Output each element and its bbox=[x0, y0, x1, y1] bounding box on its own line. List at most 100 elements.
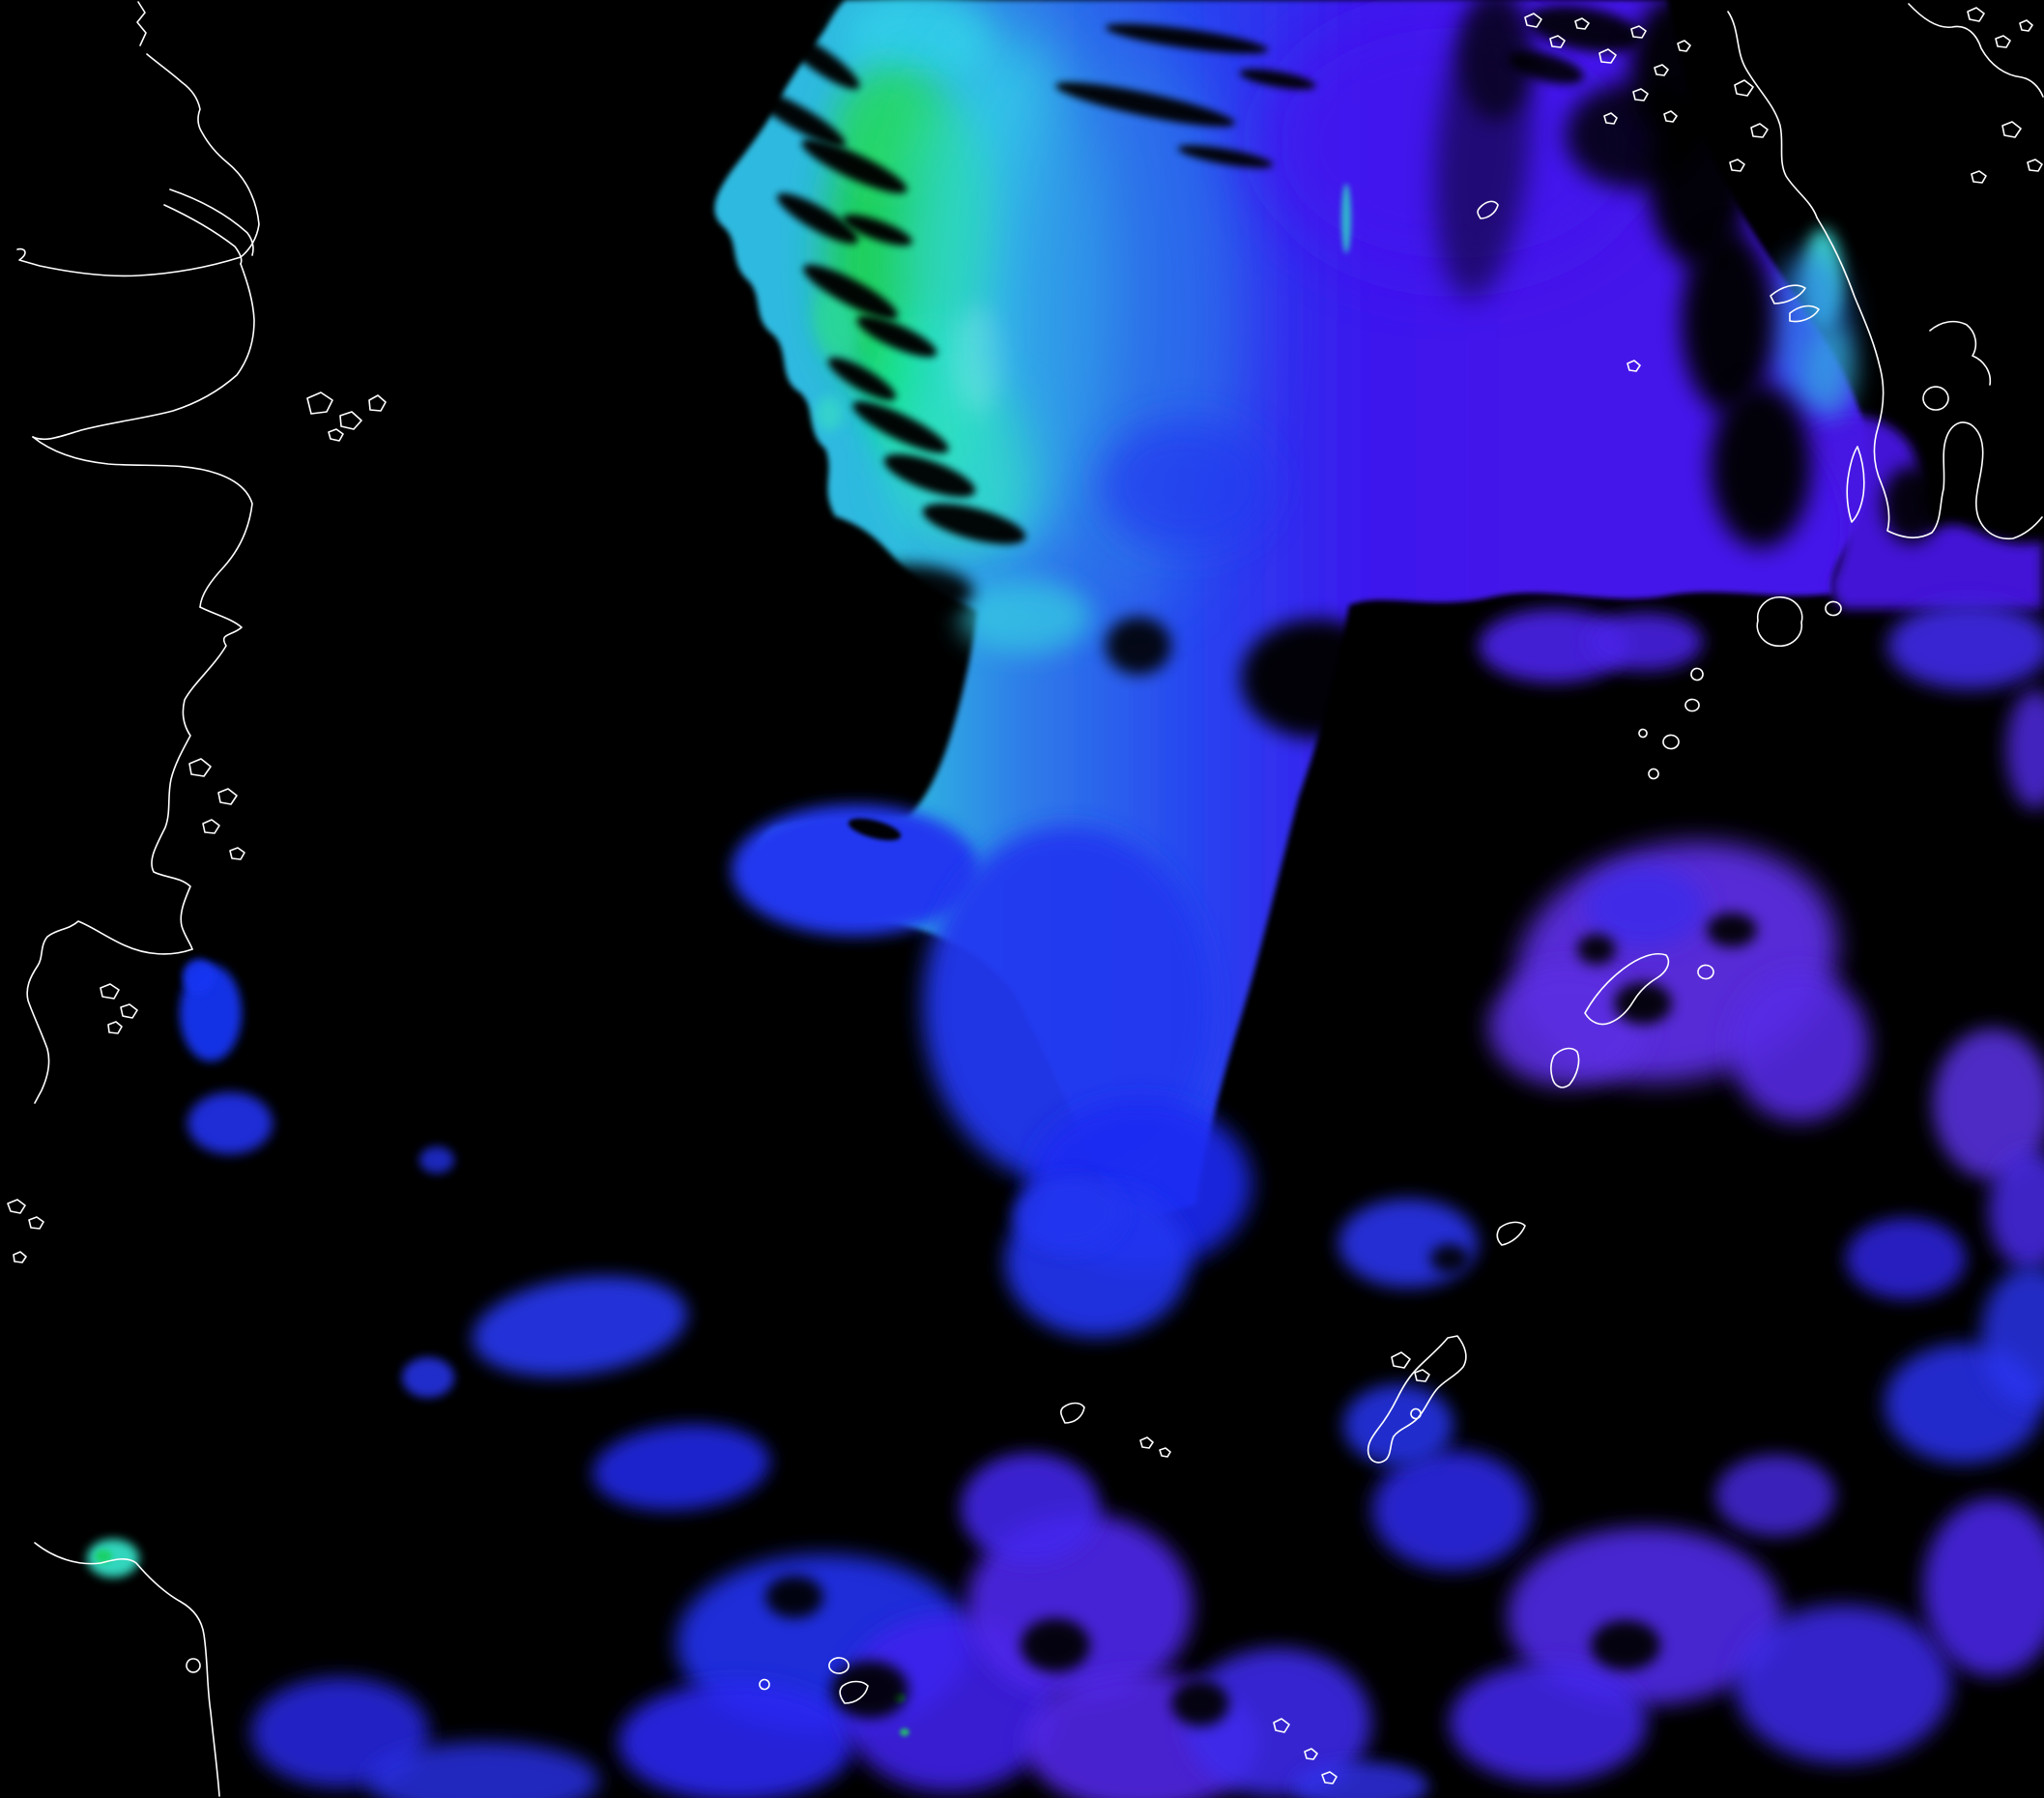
mask-coast-band-4 bbox=[1711, 384, 1811, 548]
deep-blue-notch bbox=[1102, 420, 1272, 551]
chongming-channel-a-coastline bbox=[169, 188, 254, 256]
mask-streak-1 bbox=[1105, 23, 1269, 54]
column-lobe-blue bbox=[732, 804, 979, 936]
mask-finger-2 bbox=[751, 89, 846, 147]
hirado-islets-coastline bbox=[1729, 79, 1769, 172]
amami-blue-insert bbox=[1585, 866, 1705, 947]
mask-finger-5 bbox=[843, 214, 912, 246]
cloud-mask-layer bbox=[751, 0, 2028, 1726]
mask-finger-10 bbox=[883, 453, 976, 498]
yangtze-estuary-north-coastline bbox=[16, 247, 242, 277]
mask-speckle-2 bbox=[1459, 0, 1533, 120]
okinawa-west-blue bbox=[1343, 1384, 1454, 1465]
pale-swirl bbox=[951, 306, 1005, 413]
column-tail-2 bbox=[1013, 1175, 1125, 1253]
korea-strait-islets-coastline bbox=[1524, 13, 1691, 125]
yakushima-coastline bbox=[1756, 595, 1803, 648]
mask-finger-7 bbox=[856, 315, 937, 358]
mask-purple-hole-3 bbox=[1577, 934, 1616, 965]
belt-blob-9 bbox=[1293, 1761, 1428, 1798]
bloom-islet-patch bbox=[816, 396, 843, 431]
coastline-layer bbox=[7, 1, 2044, 1797]
e-blue-patch-3 bbox=[1846, 1218, 1966, 1299]
okinawa-south-blue bbox=[1372, 1450, 1531, 1570]
se-violet-blob bbox=[1508, 1527, 1782, 1705]
taiwan-green-speck bbox=[95, 1550, 112, 1563]
miyako-islets-coastline bbox=[759, 1657, 869, 1704]
okinawa-north-blue bbox=[1339, 1199, 1478, 1288]
se-blob-3 bbox=[1735, 1605, 1951, 1763]
fujian-islets-coastline bbox=[100, 983, 138, 1034]
amami-purple-east bbox=[1730, 971, 1869, 1121]
wenzhou-coast-coastline bbox=[26, 920, 193, 1104]
small-blue-patch bbox=[402, 1357, 454, 1398]
mask-skyushu-2 bbox=[1958, 460, 2028, 510]
west-blue-spot-2 bbox=[183, 959, 216, 994]
mask-finger-11 bbox=[922, 503, 1026, 545]
okinawa-island-coastline bbox=[1367, 1335, 1467, 1464]
koshikijima-islands-coastline bbox=[1770, 284, 1820, 323]
hangzhou-bay-north-coastline bbox=[32, 263, 255, 441]
mask-finger-9 bbox=[852, 401, 949, 453]
mask-streak-3 bbox=[1177, 145, 1274, 168]
mask-belt-hole-6 bbox=[1430, 1244, 1469, 1273]
mask-belt-hole-1 bbox=[831, 1661, 908, 1719]
right-purple-2 bbox=[1989, 1150, 2044, 1270]
taiwan-cyan-patch bbox=[87, 1539, 139, 1578]
iheya-island-coastline bbox=[1496, 1221, 1526, 1246]
kerama-islets-coastline bbox=[1273, 1718, 1338, 1784]
right-purple-1 bbox=[1933, 1029, 2044, 1179]
matsu-islets-coastline bbox=[7, 1199, 44, 1263]
jiangsu-coast-coastline bbox=[146, 53, 260, 258]
miyako-green-speck-2 bbox=[900, 1728, 909, 1736]
kyushu-plume-ext bbox=[1806, 326, 1857, 419]
column-cyan-top bbox=[961, 580, 1092, 653]
zhejiang-ria-coast-coastline bbox=[151, 606, 243, 950]
tanegashima-coastline bbox=[1846, 446, 1865, 523]
mask-purple-hole-2 bbox=[1707, 913, 1757, 947]
mask-right-mass bbox=[1241, 619, 1392, 739]
chongming-channel-b-coastline bbox=[163, 204, 243, 265]
tokunoshima-coastline bbox=[1550, 1047, 1580, 1088]
kume-islets-coastline bbox=[1391, 1351, 1430, 1420]
mask-finger-1 bbox=[779, 30, 860, 90]
tokara-islands-coastline bbox=[1638, 667, 1704, 780]
mask-finger-6 bbox=[803, 264, 898, 320]
kikai-island-coastline bbox=[1697, 964, 1714, 980]
belt-blob-4 bbox=[619, 1682, 854, 1798]
yangtze-top-spit-coastline bbox=[136, 1, 147, 46]
mask-bottom-notch bbox=[834, 565, 973, 619]
kagoshima-bay-head-coastline bbox=[1929, 320, 1992, 386]
kyushu-west-coast-coastline bbox=[1816, 217, 2043, 540]
west-blue-dot bbox=[419, 1146, 454, 1174]
belt-blob-7 bbox=[251, 1677, 429, 1787]
mask-coast-band-3 bbox=[1682, 229, 1774, 413]
danjo-island-coastline bbox=[1477, 200, 1499, 219]
belt-blob-2 bbox=[592, 1424, 770, 1511]
purple-patch-c bbox=[1887, 602, 2044, 689]
e-violet-patch bbox=[1715, 1455, 1835, 1536]
belt-blob-8 bbox=[367, 1742, 599, 1798]
belt-blob-1 bbox=[472, 1276, 688, 1377]
belt-violet-2 bbox=[961, 1453, 1100, 1563]
mask-lobe-island bbox=[848, 818, 902, 841]
column-blue-body bbox=[923, 826, 1213, 1184]
mask-streak-4 bbox=[1239, 69, 1316, 90]
zhoushan-islands-coastline bbox=[306, 392, 387, 442]
purple-edge-patch bbox=[2006, 689, 2044, 809]
west-blue-spot-3 bbox=[187, 1092, 273, 1154]
se-violet-blob-2 bbox=[1450, 1663, 1647, 1783]
se-blob-4 bbox=[1923, 1498, 2044, 1676]
mask-skyushu-1 bbox=[1883, 466, 1941, 543]
amami-purple-west bbox=[1488, 967, 1647, 1087]
zhejiang-islets-coastline bbox=[188, 758, 245, 860]
purple-patch-a bbox=[1479, 609, 1629, 682]
taiwan-north-coast-coastline bbox=[34, 1542, 220, 1797]
taiwan-islet-coastline bbox=[186, 1658, 201, 1673]
kuchinoerabu-island-coastline bbox=[1825, 600, 1842, 617]
mask-finger-8 bbox=[827, 357, 897, 401]
mask-finger-3 bbox=[801, 139, 907, 193]
